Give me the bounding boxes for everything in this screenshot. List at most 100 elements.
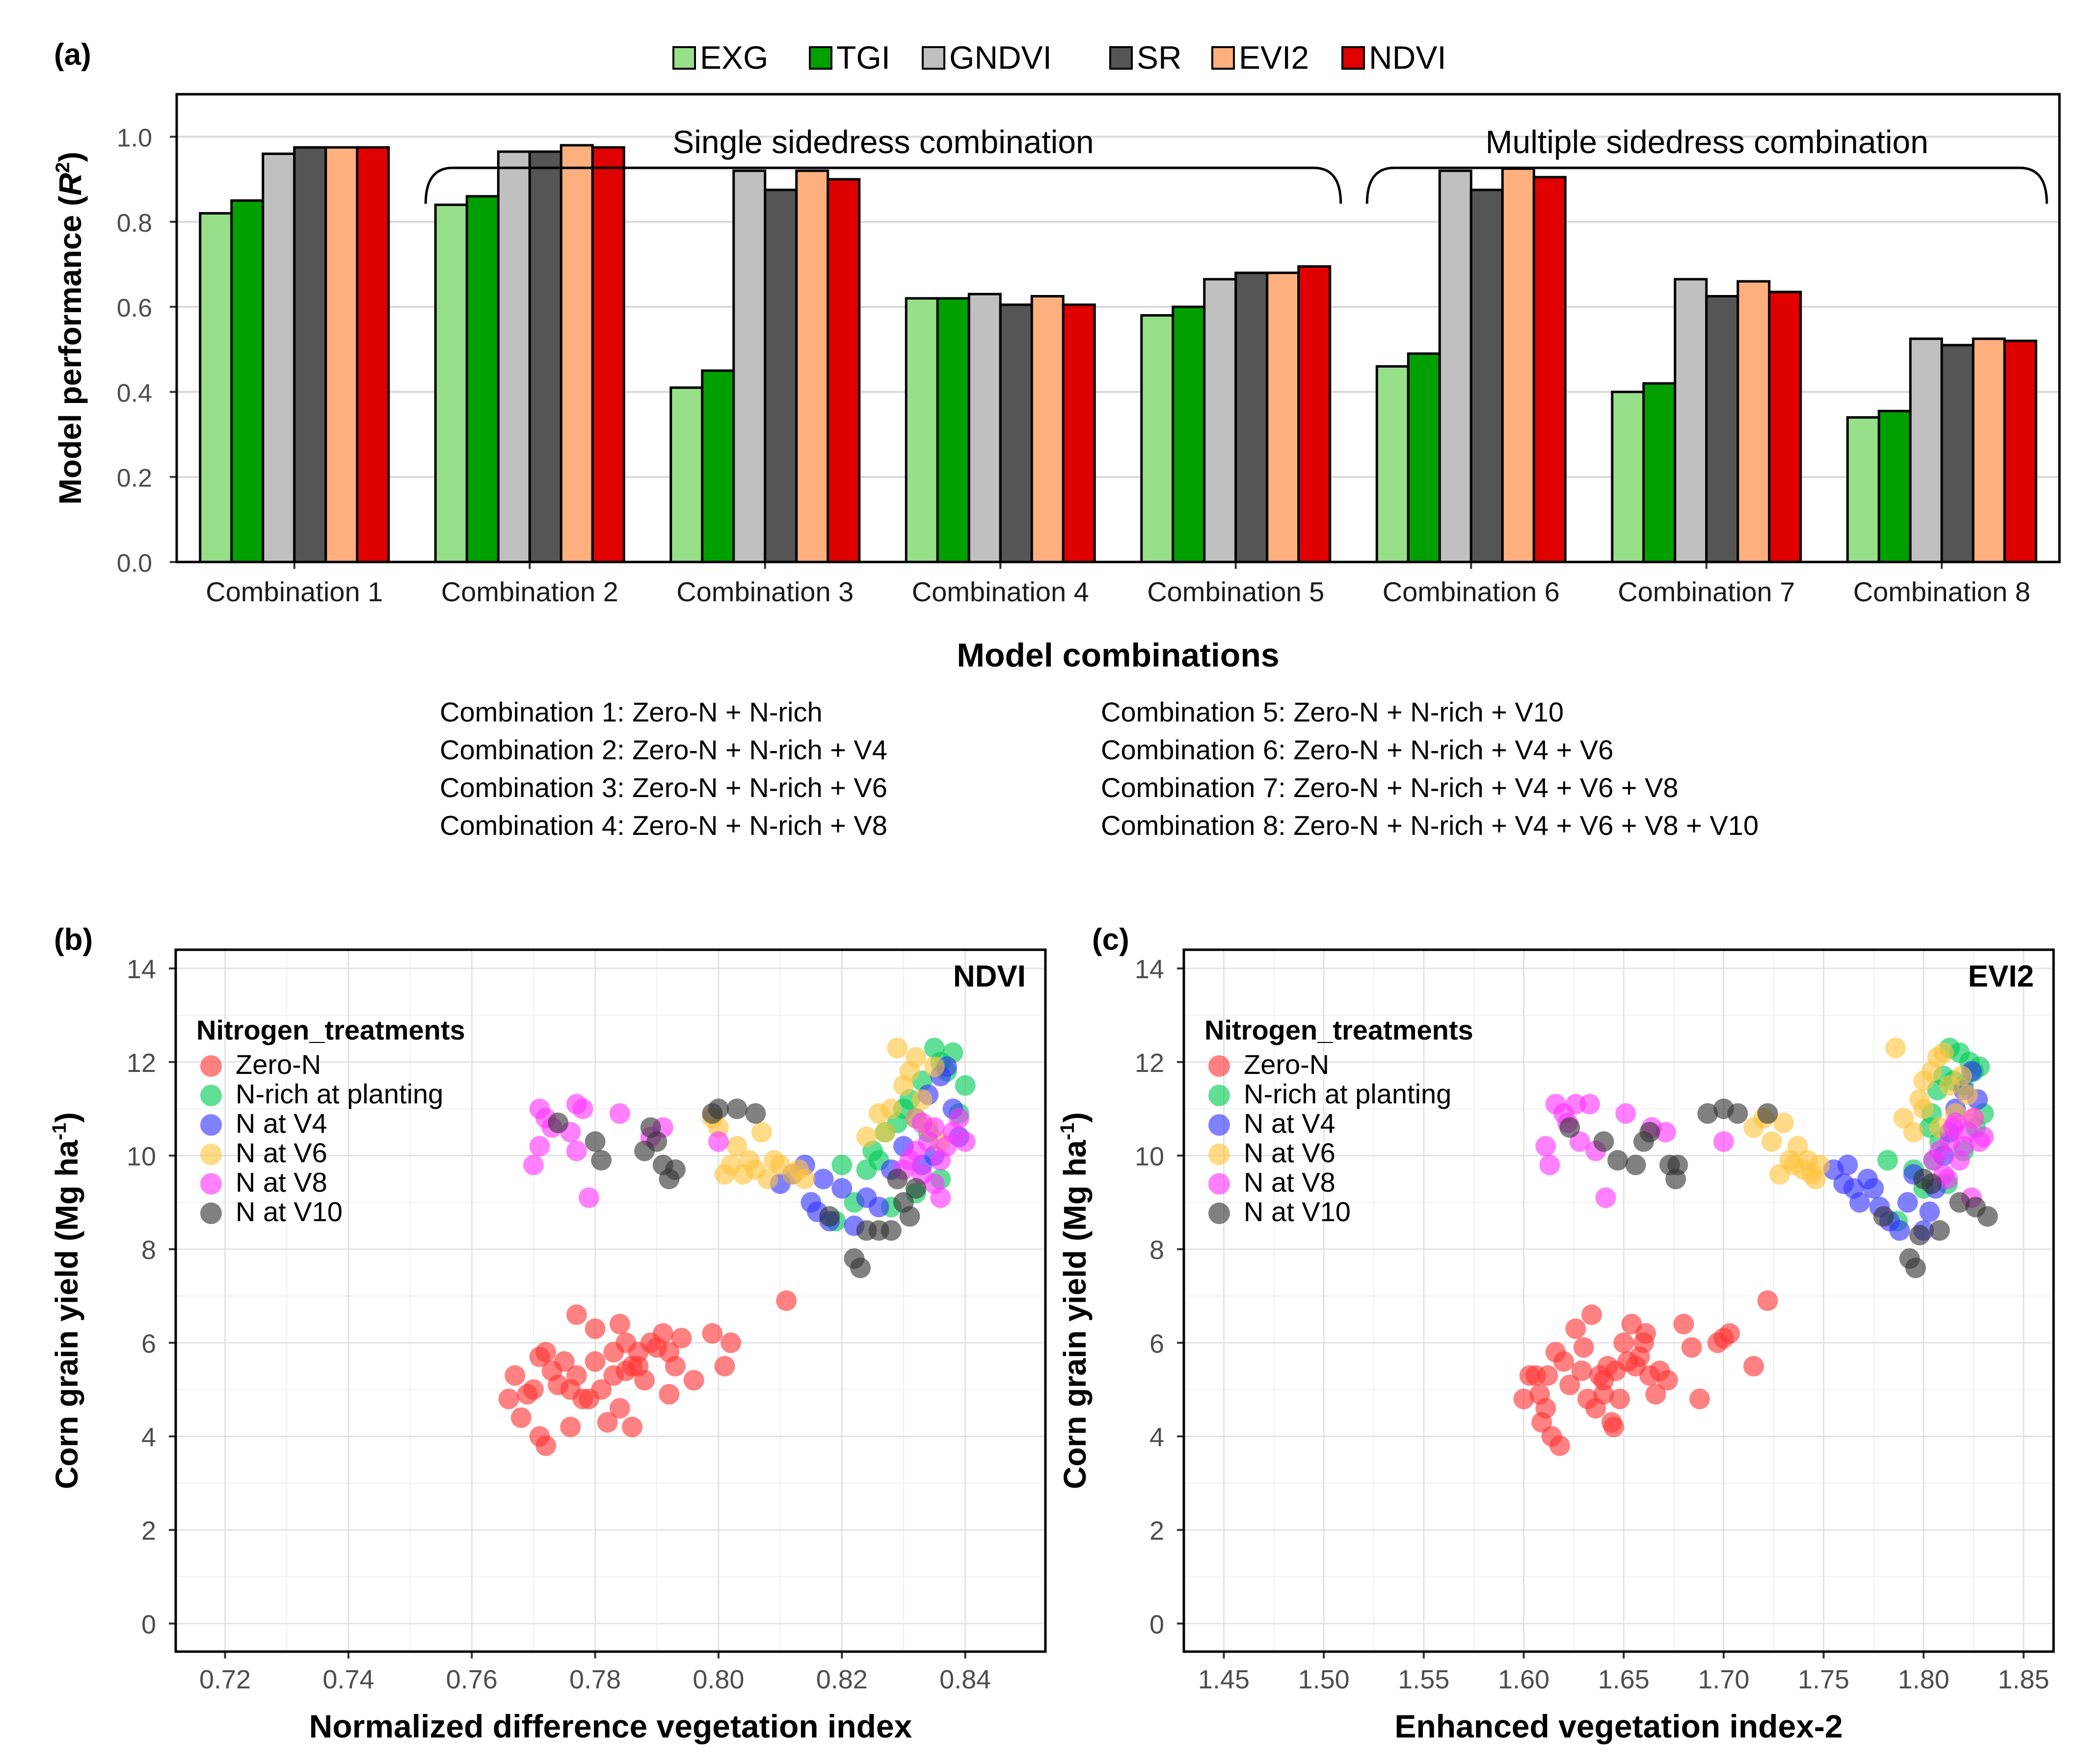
point-n-at-v10 [850, 1257, 871, 1279]
legend-key-ndvi [1341, 46, 1365, 70]
y-tick-label: 10 [127, 1142, 156, 1171]
x-tick-label: Combination 1 [206, 576, 383, 607]
point-n-at-v6 [794, 1169, 815, 1190]
point-n-at-v8 [1595, 1187, 1616, 1208]
point-n-at-v4 [1889, 1220, 1910, 1241]
point-n-at-v6 [1913, 1098, 1934, 1120]
point-n-at-v10 [646, 1131, 668, 1152]
y-axis-title-main: Corn grain yield (Mg ha [1057, 1140, 1093, 1489]
y-tick-label: 4 [1149, 1422, 1164, 1452]
point-n-rich-at-planting [1877, 1150, 1898, 1171]
point-n-at-v10 [1639, 1122, 1660, 1143]
bar-exg-3 [669, 386, 704, 563]
legend-key-n-at-v6 [1208, 1144, 1230, 1165]
point-zero-n [1689, 1389, 1710, 1410]
bar-ndvi-6 [1532, 176, 1567, 563]
combination-note: Combination 3: Zero-N + N-rich + V6 [440, 772, 887, 803]
y-axis-title-italic: R [53, 173, 88, 195]
point-n-at-v6 [1761, 1131, 1782, 1152]
legend-key-n-rich-at-planting [200, 1085, 222, 1106]
bar-evi2-7 [1736, 280, 1771, 563]
legend-key-n-at-v4 [200, 1114, 222, 1136]
point-zero-n [714, 1356, 735, 1377]
point-zero-n [1681, 1337, 1702, 1358]
point-zero-n [621, 1417, 642, 1438]
point-n-at-v8 [1579, 1094, 1600, 1115]
point-n-at-v8 [1539, 1154, 1560, 1176]
bar-tgi-1 [230, 199, 265, 563]
legend-label-n-at-v6: N at V6 [1244, 1137, 1335, 1168]
legend-label-n-at-v10: N at V10 [236, 1196, 343, 1227]
point-n-at-v10 [1929, 1220, 1950, 1241]
point-n-at-v8 [1945, 1112, 1966, 1133]
legend-label-n-at-v4: N at V4 [236, 1108, 327, 1139]
point-n-at-v10 [881, 1220, 902, 1241]
point-zero-n [585, 1351, 606, 1372]
point-zero-n [597, 1412, 618, 1433]
x-tick-label: 1.55 [1398, 1665, 1449, 1694]
point-zero-n [1609, 1389, 1630, 1410]
point-n-at-v8 [708, 1131, 729, 1152]
legend-key-n-at-v8 [1208, 1173, 1230, 1195]
point-zero-n [591, 1379, 612, 1400]
combination-note: Combination 1: Zero-N + N-rich [440, 696, 823, 727]
bar-sr-8 [1940, 344, 1975, 563]
y-axis-title: Model performance (R2) [52, 152, 88, 505]
point-n-at-v6 [906, 1047, 927, 1068]
bar-evi2-1 [324, 146, 359, 563]
y-tick-label: 0.8 [117, 209, 152, 238]
bar-exg-2 [434, 203, 468, 563]
point-n-at-v10 [708, 1098, 729, 1120]
point-zero-n [505, 1365, 526, 1386]
point-zero-n [634, 1370, 655, 1391]
y-tick-label: 0.0 [117, 549, 152, 578]
point-n-at-v10 [1921, 1173, 1942, 1194]
bar-ndvi-4 [1062, 303, 1096, 563]
point-zero-n [1757, 1290, 1778, 1311]
legend-key-n-at-v8 [200, 1173, 222, 1195]
y-axis-title: Corn grain yield (Mg ha-1) [49, 1112, 84, 1489]
bar-ndvi-5 [1297, 265, 1332, 563]
bar-sr-4 [999, 303, 1033, 563]
y-axis-title-main: Model performance ( [53, 195, 88, 505]
point-zero-n [1571, 1361, 1592, 1381]
x-tick-label: Combination 8 [1853, 576, 2030, 607]
bar-sr-5 [1234, 271, 1269, 563]
legend-key-sr [1109, 46, 1133, 70]
point-n-at-v10 [1607, 1150, 1628, 1171]
point-n-at-v6 [875, 1122, 896, 1143]
point-n-at-v10 [1697, 1103, 1718, 1124]
legend-label-n-rich-at-planting: N-rich at planting [236, 1078, 443, 1109]
point-n-at-v10 [1625, 1154, 1646, 1176]
plot-frame [1182, 948, 2055, 1653]
combination-note: Combination 8: Zero-N + N-rich + V4 + V6… [1101, 810, 1759, 841]
y-tick-label: 0.6 [117, 294, 152, 322]
point-n-at-v8 [955, 1131, 976, 1152]
point-n-at-v10 [1757, 1103, 1778, 1124]
y-tick-label: 14 [127, 955, 156, 984]
x-tick-label: 1.70 [1698, 1665, 1749, 1694]
x-tick-label: 0.84 [939, 1665, 991, 1694]
legend-key-zero-n [200, 1055, 222, 1077]
point-zero-n [1553, 1351, 1574, 1372]
legend-label-n-at-v6: N at V6 [236, 1137, 327, 1168]
bar-sr-1 [293, 146, 327, 563]
x-tick-label: 1.85 [1998, 1665, 2049, 1694]
point-n-at-v8 [1535, 1136, 1556, 1157]
bar-tgi-5 [1172, 305, 1206, 563]
bar-ndvi-8 [2003, 339, 2037, 563]
point-zero-n [1673, 1313, 1694, 1335]
point-zero-n [1573, 1337, 1594, 1358]
group-label: Multiple sidedress combination [1486, 124, 1928, 160]
bar-gndvi-3 [732, 169, 767, 563]
point-n-at-v8 [1963, 1108, 1984, 1129]
point-n-at-v8 [566, 1140, 587, 1161]
point-zero-n [1645, 1384, 1666, 1405]
panel-a-bar-chart: (a) 0.0 0.2 0.4 0.6 0.8 1.0 Combination 1 Combin… [52, 38, 2061, 841]
point-zero-n [510, 1407, 532, 1428]
point-zero-n [652, 1323, 673, 1344]
y-tick-label: 8 [1149, 1235, 1164, 1265]
point-zero-n [702, 1323, 723, 1344]
point-n-at-v6 [1933, 1042, 1954, 1063]
legend-key-gndvi [922, 46, 945, 70]
